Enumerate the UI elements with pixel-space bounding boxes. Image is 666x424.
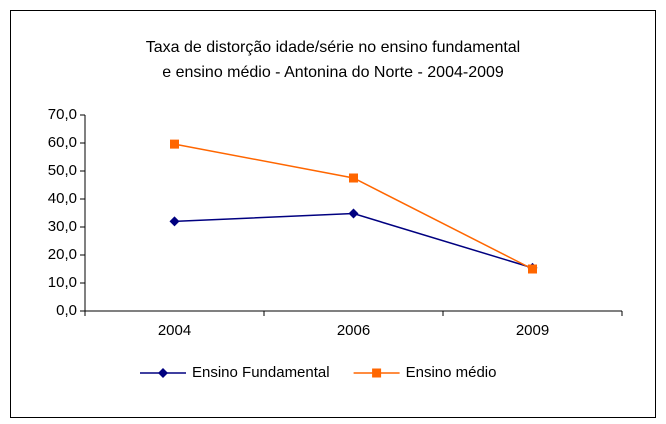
- x-tick-label: 2004: [158, 322, 191, 339]
- legend-marker: [372, 368, 382, 378]
- legend-label: Ensino médio: [406, 364, 497, 381]
- y-tick-label: 50,0: [48, 162, 77, 179]
- marker: [349, 173, 358, 183]
- marker: [170, 139, 179, 149]
- marker: [528, 264, 537, 274]
- legend-label: Ensino Fundamental: [192, 364, 330, 381]
- legend-marker: [158, 368, 168, 378]
- x-tick-label: 2009: [516, 322, 549, 339]
- y-tick-label: 60,0: [48, 134, 77, 151]
- marker: [169, 216, 180, 227]
- y-tick-label: 70,0: [48, 106, 77, 123]
- y-tick-label: 30,0: [48, 218, 77, 235]
- chart-title: Taxa de distorção idade/série no ensino …: [146, 39, 520, 56]
- marker: [348, 208, 359, 219]
- chart-title: e ensino médio - Antonina do Norte - 200…: [162, 64, 504, 81]
- y-tick-label: 20,0: [48, 246, 77, 263]
- x-tick-label: 2006: [337, 322, 370, 339]
- y-tick-label: 0,0: [56, 302, 77, 319]
- y-tick-label: 40,0: [48, 190, 77, 207]
- y-tick-label: 10,0: [48, 274, 77, 291]
